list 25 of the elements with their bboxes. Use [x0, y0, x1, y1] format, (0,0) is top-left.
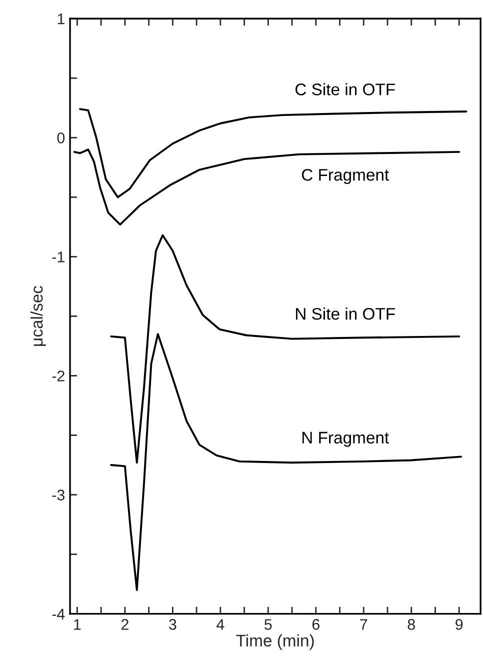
- line-series: [110, 234, 460, 464]
- line-series: [79, 108, 468, 198]
- series-label: C Fragment: [302, 168, 389, 184]
- y-axis-title: μcal/sec: [30, 286, 46, 346]
- y-tick-label: -2: [52, 370, 64, 382]
- x-tick-label: 5: [264, 619, 272, 630]
- x-tick-label: 6: [312, 619, 320, 630]
- x-tick-label: 8: [408, 619, 415, 630]
- x-tick-label: 2: [121, 619, 128, 630]
- x-tick-label: 3: [169, 619, 176, 630]
- y-tick-label: 0: [57, 132, 65, 144]
- series-label: C Site in OTF: [295, 83, 395, 96]
- x-tick-label: 9: [456, 619, 463, 630]
- series-label: N Site in OTF: [296, 308, 395, 320]
- y-tick-label: -3: [52, 490, 65, 500]
- x-tick-label: 4: [216, 619, 224, 630]
- y-tick-label: -4: [52, 608, 65, 620]
- x-tick-label: 7: [360, 619, 368, 630]
- line-series: [73, 148, 460, 226]
- x-axis-title: Time (min): [236, 634, 314, 650]
- y-tick-label: -1: [52, 252, 64, 262]
- line-series: [110, 333, 462, 591]
- y-tick-label: 1: [58, 14, 64, 24]
- series-label: N Fragment: [302, 432, 389, 447]
- x-tick-label: 1: [74, 619, 81, 630]
